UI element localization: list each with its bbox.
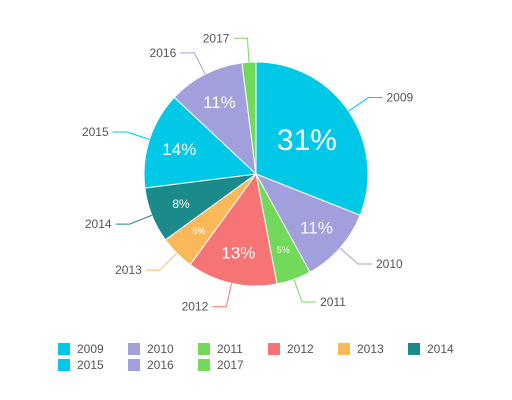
legend-swatch	[198, 358, 210, 371]
legend-item-2015[interactable]: 2015	[58, 357, 128, 372]
legend-swatch	[128, 358, 140, 371]
pie-slice-2009[interactable]	[255, 61, 369, 216]
legend-label: 2015	[77, 357, 104, 372]
slice-data-label-2009: 31%	[277, 124, 337, 157]
leader-line-2014	[115, 214, 153, 225]
legend-item-2012[interactable]: 2012	[268, 341, 338, 356]
legend-label: 2009	[77, 341, 104, 356]
leader-line-2011	[293, 279, 317, 303]
legend-label: 2013	[357, 341, 384, 356]
legend-item-2013[interactable]: 2013	[338, 341, 408, 356]
legend-label: 2010	[147, 341, 174, 356]
legend-label: 2017	[217, 357, 244, 372]
slice-data-label-2011: 5%	[277, 245, 290, 255]
legend: 2009 2010 2011 2012 2013 2014 2015 2016 2017	[58, 341, 498, 372]
slice-category-label-2010: 2010	[376, 257, 403, 271]
leader-line-2009	[348, 97, 383, 112]
legend-swatch	[58, 358, 70, 371]
leader-line-2015	[112, 131, 150, 140]
slice-category-label-2015: 2015	[82, 125, 109, 139]
slice-category-label-2017: 2017	[203, 31, 230, 45]
legend-swatch	[268, 342, 280, 355]
legend-item-2017[interactable]: 2017	[198, 357, 268, 372]
leader-line-2010	[339, 247, 373, 265]
slice-category-label-2009: 2009	[386, 91, 413, 105]
slice-category-label-2011: 2011	[320, 295, 346, 309]
legend-label: 2014	[427, 341, 454, 356]
legend-swatch	[338, 342, 350, 355]
legend-label: 2011	[217, 341, 243, 356]
legend-swatch	[128, 342, 140, 355]
pie-slice-2017[interactable]	[241, 61, 257, 175]
pie-slice-2015[interactable]	[143, 96, 258, 189]
leader-line-2016	[180, 52, 206, 75]
pie-slice-2016[interactable]	[173, 62, 257, 176]
slice-data-label-2012: 13%	[221, 244, 255, 263]
pie-slice-2010[interactable]	[254, 173, 361, 273]
leader-line-2017	[233, 37, 250, 63]
slice-data-label-2013: 5%	[192, 226, 205, 236]
slice-data-label-2016: 11%	[203, 93, 236, 112]
slice-category-label-2013: 2013	[115, 263, 142, 277]
legend-label: 2016	[147, 357, 174, 372]
slice-category-label-2014: 2014	[85, 217, 112, 231]
slice-category-label-2012: 2012	[182, 300, 209, 314]
slice-data-label-2015: 14%	[162, 140, 196, 159]
legend-item-2014[interactable]: 2014	[408, 341, 478, 356]
slice-category-label-2016: 2016	[150, 46, 177, 60]
leader-line-2013	[145, 252, 178, 271]
legend-item-2010[interactable]: 2010	[128, 341, 198, 356]
legend-swatch	[198, 342, 210, 355]
legend-swatch	[58, 342, 70, 355]
legend-item-2011[interactable]: 2011	[198, 341, 268, 356]
pie-slice-2012[interactable]	[189, 172, 278, 287]
legend-label: 2012	[287, 341, 314, 356]
legend-item-2009[interactable]: 2009	[58, 341, 128, 356]
slice-data-label-2010: 11%	[300, 218, 333, 237]
legend-item-2016[interactable]: 2016	[128, 357, 198, 372]
slice-data-label-2014: 8%	[172, 197, 190, 211]
legend-swatch	[408, 342, 420, 355]
leader-line-2012	[212, 283, 233, 308]
